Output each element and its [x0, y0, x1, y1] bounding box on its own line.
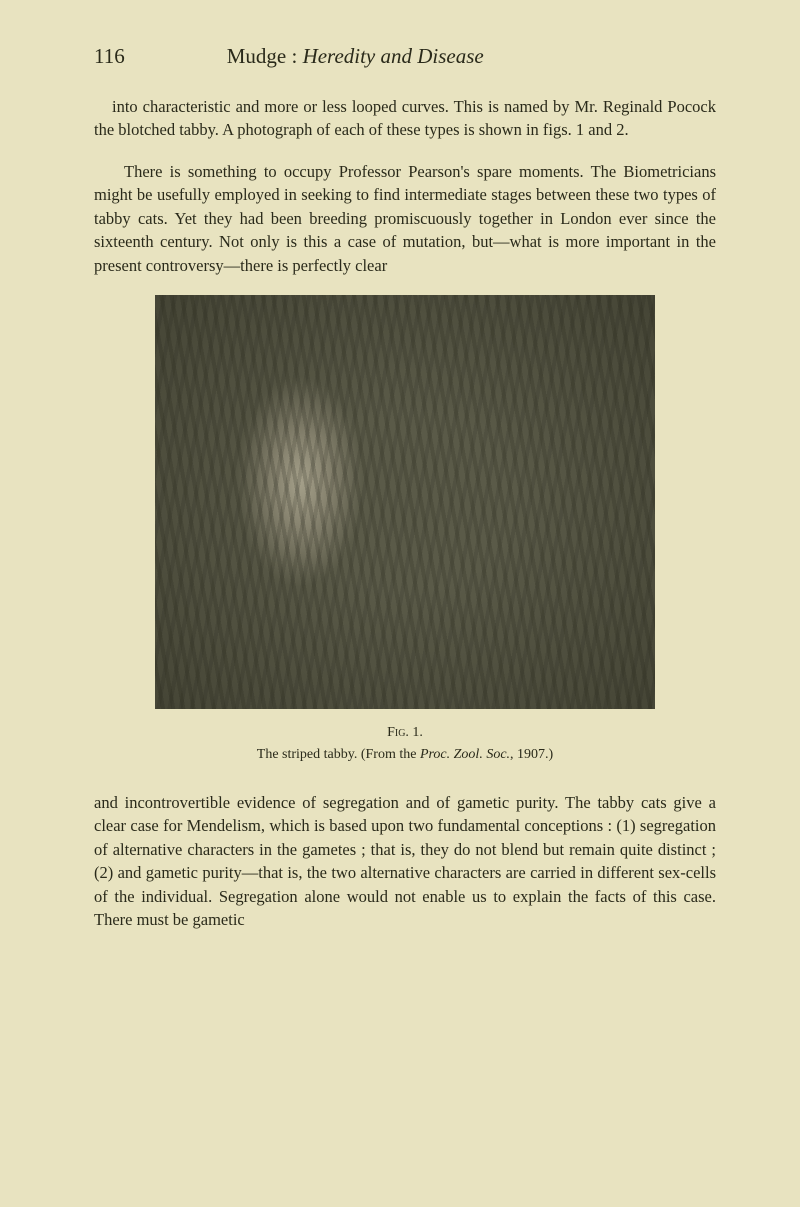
running-head: Mudge : Heredity and Disease [227, 44, 484, 69]
page-number: 116 [94, 44, 125, 69]
paragraph-3: and incontrovertible evidence of segrega… [94, 791, 716, 932]
figure-caption-suffix: , 1907.) [510, 747, 553, 762]
running-head-title: Heredity and Disease [303, 44, 484, 68]
figure-caption-prefix: The striped tabby. (From the [257, 747, 420, 762]
figure-image [155, 295, 655, 709]
figure-caption-italic: Proc. Zool. Soc. [420, 747, 510, 762]
paragraph-1: into characteristic and more or less loo… [94, 95, 716, 142]
figure-caption: The striped tabby. (From the Proc. Zool.… [257, 747, 553, 763]
figure-label: Fig. 1. [387, 725, 423, 741]
running-head-author: Mudge : [227, 44, 298, 68]
paragraph-2: There is something to occupy Professor P… [94, 160, 716, 277]
figure-container: Fig. 1. The striped tabby. (From the Pro… [94, 295, 716, 763]
page-header: 116 Mudge : Heredity and Disease [94, 44, 716, 69]
